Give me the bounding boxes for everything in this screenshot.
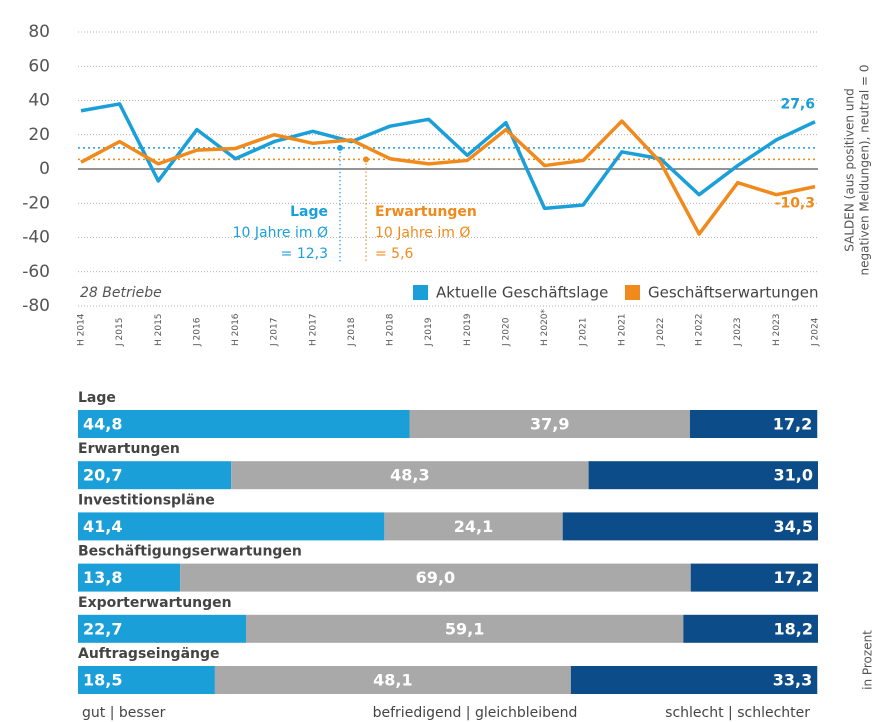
legend-label: Geschäftserwartungen xyxy=(648,284,819,302)
category-label: Investitionspläne xyxy=(78,492,215,508)
value-label: 37,9 xyxy=(530,415,569,434)
bar-segment xyxy=(409,410,690,438)
bar-segment xyxy=(562,512,818,541)
y-tick-label: -60 xyxy=(22,262,50,282)
value-label: 59,1 xyxy=(445,619,484,638)
x-tick-label: H 2020* xyxy=(540,308,550,346)
category-label: Beschäftigungserwartungen xyxy=(78,544,302,560)
bar-segment xyxy=(588,461,818,490)
series-line xyxy=(80,119,816,236)
x-tick-label: J 2015 xyxy=(115,318,125,347)
bar-segment xyxy=(683,614,818,643)
bar-segment xyxy=(78,512,385,541)
y2-axis-label: negativen Meldungen), neutral = 0 xyxy=(858,65,872,276)
note: 28 Betriebe xyxy=(80,285,162,301)
bar-segment xyxy=(570,666,818,694)
value-label: 33,3 xyxy=(773,671,812,690)
value-label: 48,1 xyxy=(373,671,412,690)
y-tick-label: 80 xyxy=(28,22,50,42)
legend-label: schlecht | schlechter xyxy=(665,705,810,721)
annotation-text: 10 Jahre im Ø xyxy=(375,225,470,241)
annotation-title: Lage xyxy=(290,204,328,220)
bar-segment xyxy=(690,563,818,592)
bar-segment xyxy=(245,614,684,643)
x-tick-label: J 2019 xyxy=(424,317,434,347)
annotation-text: 10 Jahre im Ø xyxy=(233,225,328,241)
annotation-value: = 5,6 xyxy=(375,246,414,262)
legend-swatch xyxy=(413,285,428,300)
value-label: 18,2 xyxy=(774,619,813,638)
value-label: 41,4 xyxy=(83,517,122,536)
value-label: 44,8 xyxy=(83,415,122,434)
y-tick-label: 0 xyxy=(39,159,50,179)
x-tick-label: H 2021 xyxy=(617,313,627,346)
value-label: 22,7 xyxy=(83,619,122,638)
x-tick-label: J 2024 xyxy=(811,317,821,347)
x-tick-label: H 2014 xyxy=(77,313,87,346)
value-label: 20,7 xyxy=(83,466,122,485)
annotation-value: = 12,3 xyxy=(281,246,328,262)
y-tick-label: -20 xyxy=(22,193,50,213)
category-label: Exporterwartungen xyxy=(78,595,232,611)
value-label: 69,0 xyxy=(416,568,455,587)
value-label: 31,0 xyxy=(774,466,813,485)
bar-segment xyxy=(180,563,691,592)
bar-segment xyxy=(78,563,181,592)
x-tick-label: H 2018 xyxy=(386,313,396,346)
unit-label: in Prozent xyxy=(861,630,875,690)
x-tick-label: J 2016 xyxy=(192,317,202,347)
value-label: 34,5 xyxy=(774,517,813,536)
y-tick-label: 60 xyxy=(28,56,50,76)
bar-segment xyxy=(78,614,246,643)
x-tick-label: H 2023 xyxy=(772,313,782,346)
bar-segment xyxy=(78,461,232,490)
x-tick-label: J 2017 xyxy=(270,318,280,347)
value-label: 18,5 xyxy=(83,671,122,690)
legend-swatch xyxy=(625,285,640,300)
category-label: Erwartungen xyxy=(78,441,180,457)
bar-segment xyxy=(384,512,563,541)
legend-label: Aktuelle Geschäftslage xyxy=(436,284,608,302)
series-line xyxy=(80,102,816,211)
y2-axis-label: SALDEN (aus positiven und xyxy=(843,88,857,251)
bar-segment xyxy=(78,666,215,694)
value-label: 27,6 xyxy=(780,97,815,113)
category-label: Auftragseingänge xyxy=(78,646,220,662)
value-label: -10,3 xyxy=(775,196,815,212)
x-tick-label: J 2021 xyxy=(579,318,589,347)
bar-segment xyxy=(231,461,589,490)
value-label: 13,8 xyxy=(83,568,122,587)
x-tick-label: H 2019 xyxy=(463,313,473,346)
x-tick-label: J 2020 xyxy=(501,317,511,347)
value-label: 48,3 xyxy=(390,466,429,485)
x-tick-label: J 2023 xyxy=(733,318,743,347)
value-label: 24,1 xyxy=(454,517,493,536)
bar-segment xyxy=(689,410,818,438)
x-tick-label: H 2016 xyxy=(231,313,241,346)
y-tick-label: -40 xyxy=(22,228,50,248)
category-label: Lage xyxy=(78,390,116,406)
x-tick-label: H 2022 xyxy=(695,313,705,346)
bar-segment xyxy=(78,410,410,438)
x-tick-label: H 2017 xyxy=(308,313,318,346)
x-tick-label: J 2022 xyxy=(656,318,666,347)
legend-label: gut | besser xyxy=(82,705,166,721)
value-label: 17,2 xyxy=(773,415,812,434)
value-label: 17,2 xyxy=(774,568,813,587)
bar-segment xyxy=(214,666,571,694)
x-tick-label: J 2018 xyxy=(347,317,357,347)
y-tick-label: 20 xyxy=(28,125,50,145)
legend-label: befriedigend | gleichbleibend xyxy=(373,705,578,721)
y-tick-label: 40 xyxy=(28,91,50,111)
y-tick-label: -80 xyxy=(22,296,50,316)
annotation-title: Erwartungen xyxy=(375,204,477,220)
x-tick-label: H 2015 xyxy=(154,313,164,346)
